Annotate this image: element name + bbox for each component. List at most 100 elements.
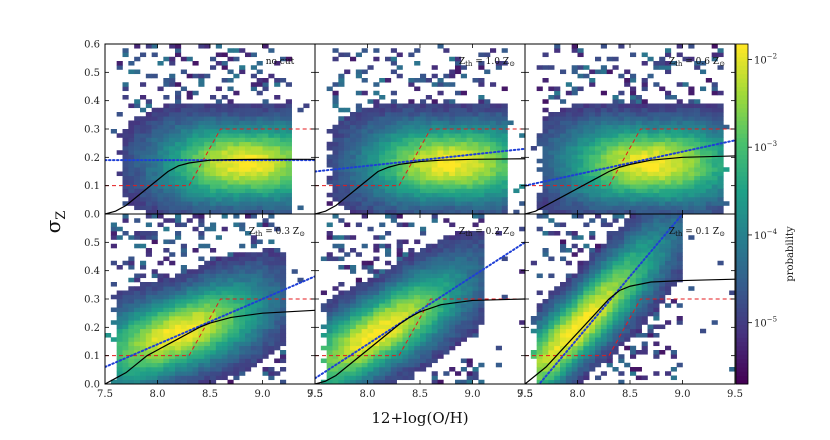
heatmap-cell [420,345,427,351]
heatmap-cell [373,379,380,384]
heatmap-cell [612,345,619,351]
heatmap-cell [408,201,415,206]
heatmap-cell [385,307,392,313]
heatmap-cell [128,294,135,300]
panel-plot-area [315,44,525,214]
heatmap-cell [519,184,525,189]
heatmap-cell [175,52,182,58]
heatmap-cell [268,269,275,274]
heatmap-cell [215,354,222,359]
heatmap-cell [163,175,170,181]
heatmap-cell [274,78,281,83]
heatmap-cell [344,299,351,304]
heatmap-cell [274,311,281,317]
heatmap-cell [682,137,689,143]
heatmap-cell [565,192,572,198]
heatmap-cell [140,201,147,206]
heatmap-cell [641,146,648,151]
heatmap-cell [157,192,164,198]
heatmap-cell [361,209,368,214]
heatmap-cell [589,209,596,214]
heatmap-cell [373,290,380,296]
heatmap-cell [385,269,392,274]
heatmap-cell [355,209,362,214]
heatmap-cell [151,375,158,381]
heatmap-cell [595,214,602,219]
solar-symbol: ⊙ [299,230,305,238]
heatmap-cell [478,273,485,279]
heatmap-cell [612,286,619,291]
heatmap-cell [180,269,187,274]
heatmap-cell [490,209,497,214]
heatmap-cell [560,188,567,194]
heatmap-cell [560,146,567,151]
heatmap-cell [350,201,357,206]
heatmap-cell [548,303,555,308]
heatmap-cell [466,141,473,147]
heatmap-cell [653,171,660,177]
heatmap-cell [204,154,211,160]
heatmap-cell [402,146,409,151]
heatmap-cell [373,269,380,274]
heatmap-cell [192,375,199,381]
heatmap-cell [595,328,602,334]
heatmap-cell [583,171,590,177]
heatmap-cell [361,362,368,368]
heatmap-cell [134,371,141,376]
heatmap-cell [577,341,584,347]
heatmap-cell [688,184,695,189]
heatmap-cell [443,337,450,342]
heatmap-cell [116,61,123,66]
heatmap-cell [122,133,129,138]
heatmap-cell [122,129,129,134]
heatmap-cell [618,299,625,304]
heatmap-cell [478,320,485,325]
heatmap-cell [180,175,187,181]
heatmap-cell [338,124,345,130]
heatmap-cell [455,290,462,296]
heatmap-cell [186,112,193,117]
heatmap-cell [332,90,339,96]
heatmap-cell [262,129,269,134]
heatmap-cell [210,129,217,134]
heatmap-cell [396,324,403,330]
heatmap-cell [711,103,718,109]
heatmap-cell [192,163,199,168]
heatmap-cell [711,209,718,214]
heatmap-cell [694,188,701,194]
heatmap-cell [694,65,701,70]
heatmap-cell [379,299,386,304]
heatmap-cell [606,358,613,364]
heatmap-cell [694,137,701,143]
heatmap-cell [542,209,549,214]
heatmap-cell [554,205,561,211]
heatmap-cell [350,337,357,342]
heatmap-cell [420,248,427,253]
heatmap-cell [250,107,257,113]
heatmap-cell [583,209,590,214]
heatmap-cell [472,146,479,151]
heatmap-cell [443,201,450,206]
heatmap-cell [711,184,718,189]
annotation-value: = 0.6 Z [682,57,719,67]
heatmap-cell [466,158,473,164]
heatmap-cell [583,120,590,126]
heatmap-cell [717,175,724,181]
heatmap-cell [443,371,450,376]
heatmap-cell [157,324,164,330]
heatmap-cell [600,311,607,317]
heatmap-cell [361,158,368,164]
heatmap-cell [583,337,590,342]
heatmap-cell [350,328,357,334]
heatmap-cell [600,243,607,249]
heatmap-cell [536,205,543,211]
heatmap-cell [373,286,380,291]
heatmap-cell [280,103,287,109]
heatmap-cell [600,129,607,134]
heatmap-cell [151,286,158,291]
heatmap-cell [285,120,292,126]
heatmap-cell [157,375,164,381]
heatmap-cell [385,260,392,266]
heatmap-cell [227,333,234,338]
heatmap-cell [233,150,240,155]
